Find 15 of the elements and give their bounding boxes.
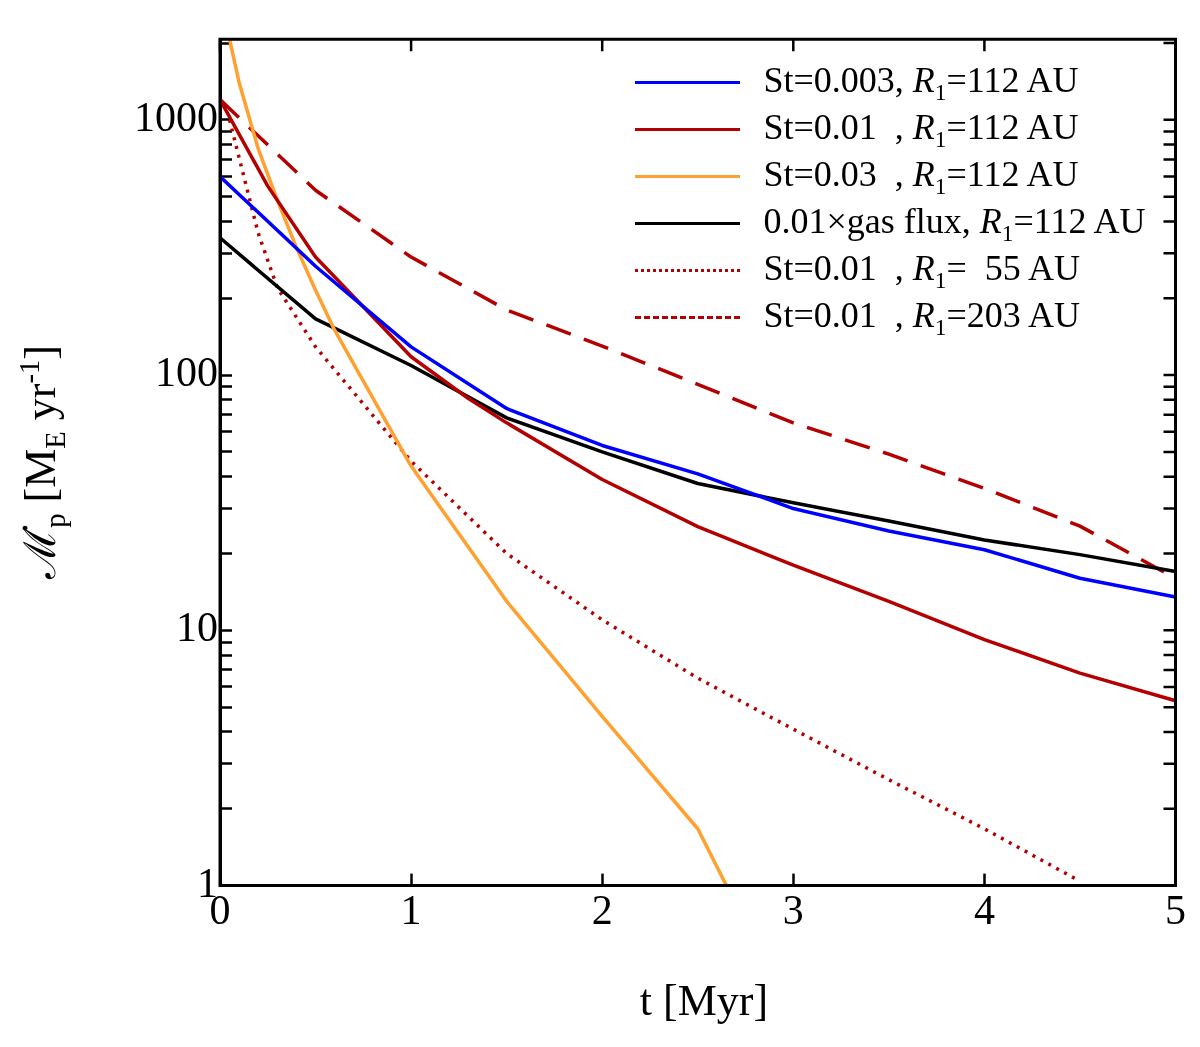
legend-label: St=0.01 , R$_{1}$=112 AU [763,106,1079,154]
x-tick-label: 3 [782,886,804,933]
x-tick-label: 2 [591,886,613,933]
y-tick-label: 10 [176,604,218,651]
legend-label: St=0.003, R$_{1}$=112 AU [763,59,1079,107]
legend-label: 0.01×gas flux, R$_{1}$=112 AU [763,200,1146,248]
x-tick-label: 1 [400,886,422,933]
legend-label: St=0.03 , R$_{1}$=112 AU [763,153,1079,201]
legend-label: St=0.01 , R$_{1}$= 55 AU [763,247,1080,295]
x-tick-label: 4 [973,886,995,933]
y-tick-label: 100 [155,349,218,396]
x-axis-title: t [Myr] [638,975,770,1026]
legend-label: St=0.01 , R$_{1}$=203 AU [763,294,1080,342]
y-tick-label: 1000 [134,93,218,140]
x-tick-label: 5 [1165,886,1186,933]
